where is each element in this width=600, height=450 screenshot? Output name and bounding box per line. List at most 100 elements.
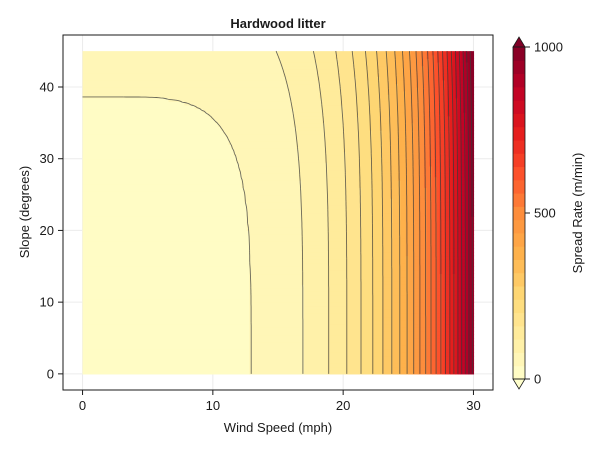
contour-band-cell — [288, 86, 321, 92]
colorbar-band — [513, 272, 525, 287]
contour-band-cell — [465, 223, 469, 228]
contour-band-cell — [468, 280, 475, 285]
contour-band-cell — [455, 94, 462, 99]
contour-band-cell — [460, 97, 464, 102]
contour-band-cell — [434, 147, 441, 153]
contour-band-cell — [246, 226, 303, 232]
contour-band-cell — [317, 61, 339, 67]
contour-band-cell — [455, 90, 462, 95]
contour-band-cell — [405, 158, 415, 163]
contour-band-cell — [382, 187, 391, 192]
contour-band-cell — [423, 108, 430, 113]
contour-band-cell — [465, 287, 469, 292]
contour-band-cell — [82, 83, 290, 88]
contour-band-cell — [400, 255, 409, 260]
contour-band-cell — [408, 366, 415, 371]
contour-band-cell — [345, 316, 362, 321]
contour-band-cell — [301, 280, 329, 285]
contour-band-cell — [442, 355, 446, 361]
contour-band-cell — [463, 101, 469, 106]
contour-band-cell — [304, 312, 329, 318]
contour-band-cell — [465, 255, 469, 260]
colorbar-band — [513, 299, 525, 314]
contour-band-cell — [82, 97, 170, 102]
contour-band-cell — [429, 65, 435, 70]
contour-band-cell — [369, 122, 381, 128]
contour-band-cell — [431, 237, 438, 242]
contour-band-cell — [450, 345, 456, 350]
contour-band-cell — [450, 338, 456, 343]
contour-band-cell — [436, 219, 441, 224]
contour-band-cell — [455, 348, 459, 353]
contour-band-cell — [390, 144, 399, 149]
contour-band-cell — [439, 79, 446, 85]
contour-band-cell — [460, 259, 467, 264]
contour-band-cell — [450, 133, 454, 138]
contour-band-cell — [413, 251, 420, 257]
contour-band-cell — [327, 338, 347, 343]
contour-band-cell — [457, 241, 462, 246]
contour-band-cell — [413, 334, 420, 339]
contour-band-cell — [465, 54, 472, 59]
contour-band-cell — [418, 241, 428, 246]
contour-band-cell — [442, 69, 448, 74]
contour-band-cell — [82, 348, 250, 353]
contour-band-cell — [418, 86, 425, 92]
contour-band-cell — [426, 201, 433, 206]
contour-band-cell — [246, 212, 303, 217]
contour-band-cell — [460, 126, 467, 131]
contour-band-cell — [444, 216, 451, 221]
contour-band-cell — [356, 97, 370, 102]
contour-band-cell — [436, 284, 443, 289]
contour-band-cell — [358, 133, 373, 138]
contour-band-cell — [343, 126, 360, 131]
contour-band-cell — [468, 341, 475, 346]
contour-band-cell — [450, 334, 456, 339]
contour-band-cell — [423, 144, 430, 149]
contour-band-cell — [455, 280, 459, 285]
contour-band-cell — [327, 341, 347, 346]
contour-band-cell — [369, 86, 381, 92]
contour-band-cell — [390, 115, 399, 120]
contour-band-cell — [465, 162, 469, 167]
contour-band-cell — [468, 363, 475, 368]
contour-band-cell — [431, 183, 438, 188]
contour-band-cell — [452, 137, 459, 142]
contour-band-cell — [434, 112, 441, 117]
contour-band-cell — [413, 183, 420, 188]
contour-band-cell — [460, 112, 467, 117]
contour-band-cell — [444, 312, 451, 318]
contour-band-cell — [457, 162, 462, 167]
contour-band-cell — [418, 208, 428, 214]
contour-band-cell — [423, 151, 430, 156]
contour-band-cell — [439, 151, 446, 156]
contour-band-cell — [249, 251, 303, 257]
contour-band-cell — [304, 298, 329, 303]
contour-band-cell — [377, 58, 389, 63]
contour-band-cell — [457, 312, 462, 318]
contour-band-cell — [465, 122, 469, 128]
contour-band-cell — [82, 51, 279, 56]
contour-band-cell — [423, 119, 430, 124]
contour-band-cell — [457, 219, 462, 224]
contour-band-cell — [397, 155, 407, 160]
contour-band-cell — [465, 198, 469, 203]
contour-band-cell — [249, 302, 305, 307]
contour-band-cell — [395, 51, 404, 56]
contour-band-cell — [82, 58, 282, 63]
contour-band-cell — [429, 97, 435, 102]
contour-band-cell — [400, 341, 409, 346]
contour-band-cell — [434, 108, 441, 113]
contour-band-cell — [470, 51, 475, 56]
contour-band-cell — [369, 104, 381, 110]
colorbar-band — [513, 365, 525, 380]
contour-band-cell — [442, 294, 446, 300]
contour-band-cell — [418, 212, 428, 217]
contour-band-cell — [455, 277, 459, 282]
contour-band-cell — [423, 180, 433, 185]
contour-band-cell — [416, 61, 422, 67]
contour-band-cell — [397, 147, 407, 153]
contour-band-cell — [434, 72, 441, 77]
contour-band-cell — [444, 144, 451, 149]
contour-band-cell — [400, 219, 407, 224]
